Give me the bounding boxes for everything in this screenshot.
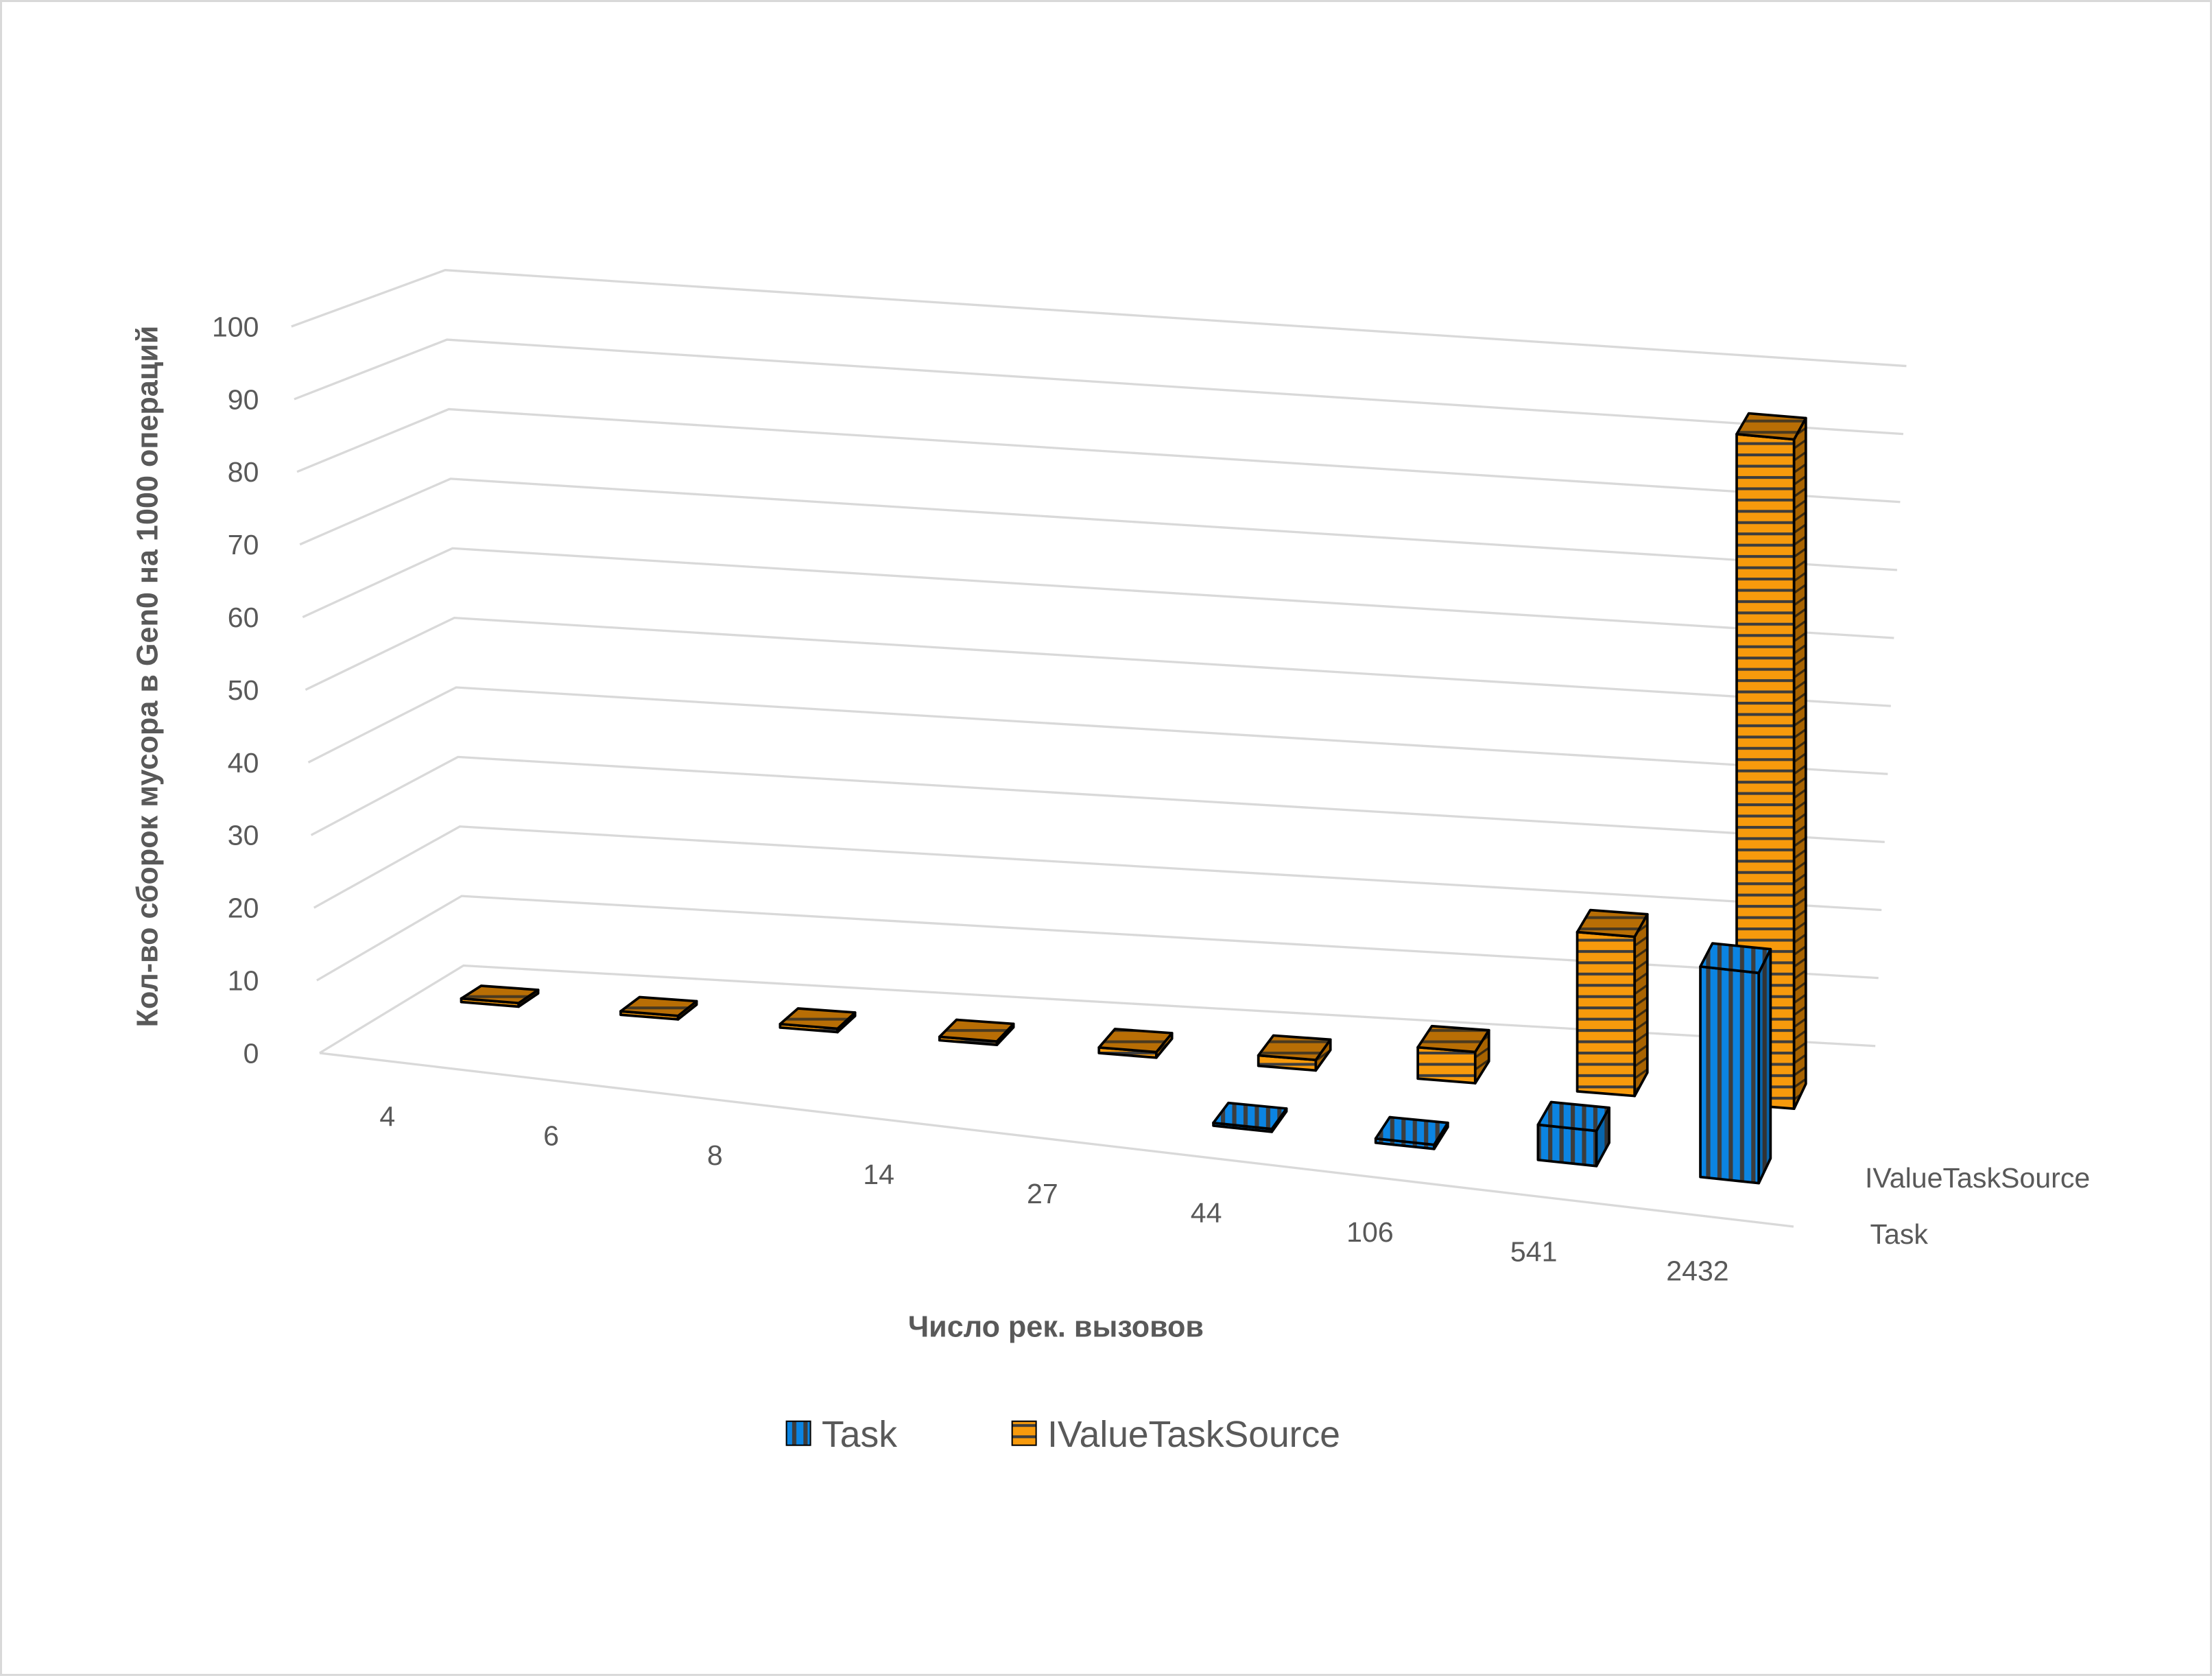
bar-top-face xyxy=(1212,1101,1288,1131)
bar-ivaluetasksource-106[interactable] xyxy=(1416,1024,1490,1085)
y-tick-label: 80 xyxy=(228,456,259,488)
x-tick-label: 27 xyxy=(1027,1178,1058,1209)
y-tick-label: 30 xyxy=(228,820,259,851)
legend-swatch-task xyxy=(785,1420,811,1446)
bar-side-face xyxy=(1633,912,1649,1098)
bar-top-face xyxy=(1575,908,1649,938)
bar-top-face xyxy=(1699,942,1772,975)
bar-task-106[interactable] xyxy=(1374,1115,1449,1150)
gridline xyxy=(319,964,1876,1054)
bar-top-face xyxy=(1735,412,1807,441)
depth-axis-label: Task xyxy=(1870,1218,1928,1250)
bar-ivaluetasksource-4[interactable] xyxy=(460,984,540,1008)
x-tick-label: 4 xyxy=(379,1101,395,1133)
bar-top-face xyxy=(1097,1028,1174,1054)
x-tick-label: 2432 xyxy=(1666,1255,1728,1286)
y-tick-label: 100 xyxy=(212,311,259,342)
y-tick-label: 20 xyxy=(228,893,259,924)
x-tick-label: 8 xyxy=(707,1139,723,1171)
y-axis-title: Кол-во сборок мусора в Gen0 на 1000 опер… xyxy=(131,326,164,1028)
y-tick-label: 70 xyxy=(228,529,259,560)
bar-task-44[interactable] xyxy=(1212,1101,1288,1133)
bar-ivaluetasksource-27[interactable] xyxy=(1097,1028,1174,1059)
gridline xyxy=(296,407,1901,504)
y-tick-label: 50 xyxy=(228,674,259,706)
gridline xyxy=(299,477,1897,571)
x-tick-label: 106 xyxy=(1346,1216,1394,1248)
bar-top-face xyxy=(1257,1034,1332,1061)
gridline xyxy=(313,825,1882,912)
legend-label-ivaluetasksource: IValueTaskSource xyxy=(1047,1415,1340,1455)
x-tick-label: 6 xyxy=(543,1120,559,1152)
gridline xyxy=(316,895,1879,982)
bar-ivaluetasksource-2432[interactable] xyxy=(1735,412,1807,1111)
gridline xyxy=(307,686,1888,775)
bar-side-face xyxy=(1792,416,1807,1111)
bar-ivaluetasksource-44[interactable] xyxy=(1257,1034,1332,1072)
bar-top-face xyxy=(1374,1115,1449,1146)
bar-top-face xyxy=(1536,1100,1610,1133)
bar-task-541[interactable] xyxy=(1536,1100,1610,1168)
gridline xyxy=(291,269,1907,368)
bar-ivaluetasksource-14[interactable] xyxy=(938,1018,1015,1047)
bar-top-face xyxy=(460,984,540,1005)
bar-top-face xyxy=(938,1018,1015,1043)
bar-ivaluetasksource-6[interactable] xyxy=(619,995,698,1021)
bar-task-2432[interactable] xyxy=(1699,942,1772,1185)
x-tick-label: 541 xyxy=(1510,1236,1558,1267)
legend-swatch-ivaluetasksource xyxy=(1011,1420,1037,1446)
y-tick-label: 10 xyxy=(228,965,259,997)
floor-front-edge xyxy=(319,1052,1794,1228)
gridline xyxy=(310,755,1885,844)
gridline xyxy=(302,547,1894,639)
legend-label-task: Task xyxy=(822,1415,897,1455)
gridline xyxy=(305,616,1891,707)
bar-side-face xyxy=(1757,947,1772,1185)
bar-top-face xyxy=(619,995,698,1017)
y-tick-label: 0 xyxy=(243,1037,259,1069)
legend-item-ivaluetasksource[interactable]: IValueTaskSource xyxy=(1011,1415,1340,1455)
bar-front-face xyxy=(1416,1045,1477,1085)
bar-ivaluetasksource-541[interactable] xyxy=(1575,908,1649,1098)
bar-top-face xyxy=(778,1007,857,1030)
bar-top-face xyxy=(1416,1024,1490,1054)
bar-front-face xyxy=(1699,965,1761,1185)
x-tick-label: 44 xyxy=(1191,1197,1222,1229)
depth-axis-label: IValueTaskSource xyxy=(1865,1162,2090,1194)
y-tick-label: 40 xyxy=(228,747,259,779)
y-tick-label: 90 xyxy=(228,383,259,415)
legend-item-task[interactable]: Task xyxy=(785,1415,898,1455)
x-axis-title: Число рек. вызовов xyxy=(908,1310,1204,1343)
legend: Task IValueTaskSource xyxy=(785,1415,1340,1455)
bar-ivaluetasksource-8[interactable] xyxy=(778,1007,857,1034)
y-tick-label: 60 xyxy=(228,602,259,633)
gridline xyxy=(294,338,1904,436)
bar-front-face xyxy=(1575,930,1637,1098)
x-tick-label: 14 xyxy=(863,1159,894,1190)
